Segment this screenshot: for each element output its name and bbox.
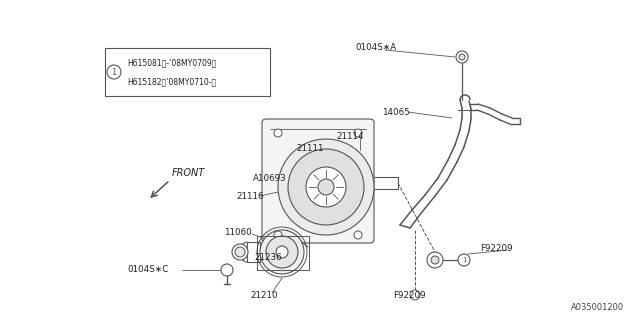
Text: F92209: F92209 [480,244,513,252]
Text: FRONT: FRONT [172,168,205,178]
Text: 0104S∗A: 0104S∗A [355,43,396,52]
Circle shape [431,256,439,264]
Text: 21116: 21116 [236,191,264,201]
Circle shape [276,246,288,258]
Circle shape [354,231,362,239]
Text: 11060: 11060 [224,228,252,236]
Text: H615081（-’08MY0709）: H615081（-’08MY0709） [127,58,216,67]
FancyBboxPatch shape [262,119,374,243]
Circle shape [459,54,465,60]
Circle shape [221,264,233,276]
Circle shape [427,252,443,268]
Circle shape [458,254,470,266]
Circle shape [288,149,364,225]
Text: 21236: 21236 [254,253,282,262]
Text: 21111: 21111 [296,143,323,153]
Circle shape [318,179,334,195]
Text: H615182（’08MY0710-）: H615182（’08MY0710-） [127,77,216,86]
Circle shape [278,139,374,235]
Circle shape [260,230,304,274]
Bar [257,236,309,270]
Bar [105,48,270,96]
Circle shape [354,129,362,137]
Text: A10693: A10693 [253,173,287,182]
Circle shape [274,231,282,239]
Circle shape [274,129,282,137]
Circle shape [266,236,298,268]
Text: F92209: F92209 [393,292,426,300]
Circle shape [306,167,346,207]
Circle shape [456,51,468,63]
Text: 1: 1 [461,257,467,263]
Text: A035001200: A035001200 [571,303,624,312]
Circle shape [232,244,248,260]
Text: 14065: 14065 [382,108,410,116]
Circle shape [410,290,420,300]
Circle shape [107,65,121,79]
Text: 1: 1 [111,68,116,76]
Text: 0104S∗C: 0104S∗C [127,266,168,275]
Text: 21210: 21210 [250,292,278,300]
Text: 21114: 21114 [336,132,364,140]
Circle shape [235,247,245,257]
